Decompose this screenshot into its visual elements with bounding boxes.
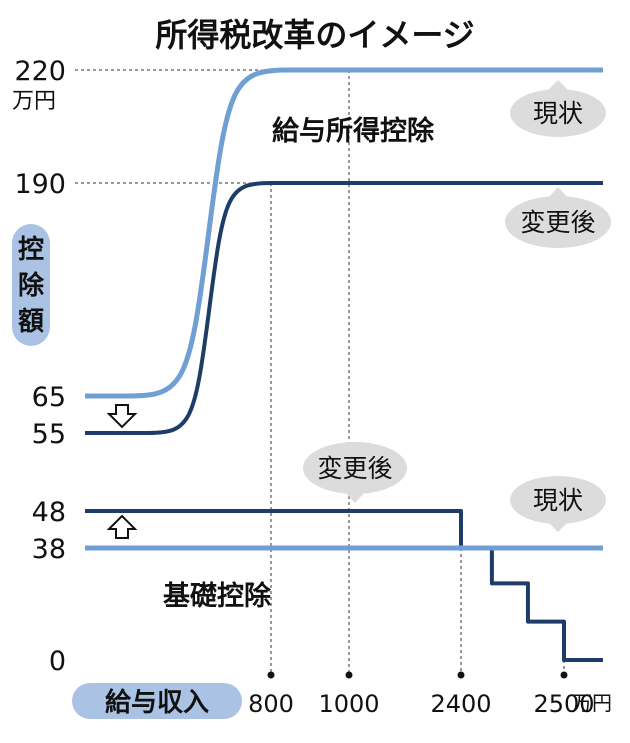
bubble-top-current: 現状: [510, 80, 606, 137]
bubble-top-current-text: 現状: [533, 99, 583, 128]
y-tick-label-220: 220: [14, 56, 66, 87]
bubble-top-after: 変更後: [505, 187, 611, 248]
basic-deduction-label: 基礎控除: [163, 580, 272, 612]
x-tick-dot-800: [267, 671, 275, 679]
x-tick-dot-1000: [345, 671, 353, 679]
series-line-2-after: [85, 509, 603, 662]
bubble-bottom-after-text: 変更後: [317, 454, 392, 483]
y-tick-label-65: 65: [32, 382, 66, 413]
y-axis-unit: 万円: [12, 89, 56, 114]
up-arrow-icon: [106, 514, 138, 539]
y-axis-label: 控除額: [18, 235, 45, 337]
x-axis-label-pill: [72, 683, 242, 719]
series-line-1-after: [85, 181, 603, 435]
y-tick-label-55: 55: [32, 419, 66, 450]
y-tick-label-190: 190: [14, 169, 66, 200]
x-tick-labels: 800 1000 2400 2500: [248, 671, 595, 718]
x-tick-label-800: 800: [248, 690, 294, 718]
y-tick-label-38: 38: [32, 534, 66, 565]
bubble-bottom-after: 変更後: [303, 442, 407, 503]
x-tick-dot-2500: [560, 671, 568, 679]
series-layer: [85, 67, 603, 662]
x-axis-unit: 万円: [572, 691, 612, 715]
y-axis-label-pill: [12, 224, 50, 346]
series-line-0-current: [85, 67, 603, 399]
y-tick-label-0: 0: [49, 646, 66, 677]
salary-deduction-label: 給与所得控除: [272, 115, 435, 147]
chart-title: 所得税改革のイメージ: [155, 16, 474, 54]
x-axis-label: 給与収入: [105, 687, 209, 718]
x-tick-label-1000: 1000: [318, 690, 379, 718]
y-tick-labels: 220 190 65 55 48 38 0: [14, 56, 66, 677]
y-tick-label-48: 48: [32, 497, 66, 528]
bubble-top-after-text: 変更後: [520, 208, 595, 237]
x-tick-label-2400: 2400: [430, 690, 491, 718]
bubble-bottom-current-text: 現状: [533, 486, 583, 515]
x-tick-dot-2400: [457, 671, 465, 679]
down-arrow-icon: [106, 404, 138, 429]
x-tick-label-2500: 2500: [533, 690, 594, 718]
bubble-bottom-current: 現状: [510, 476, 606, 532]
